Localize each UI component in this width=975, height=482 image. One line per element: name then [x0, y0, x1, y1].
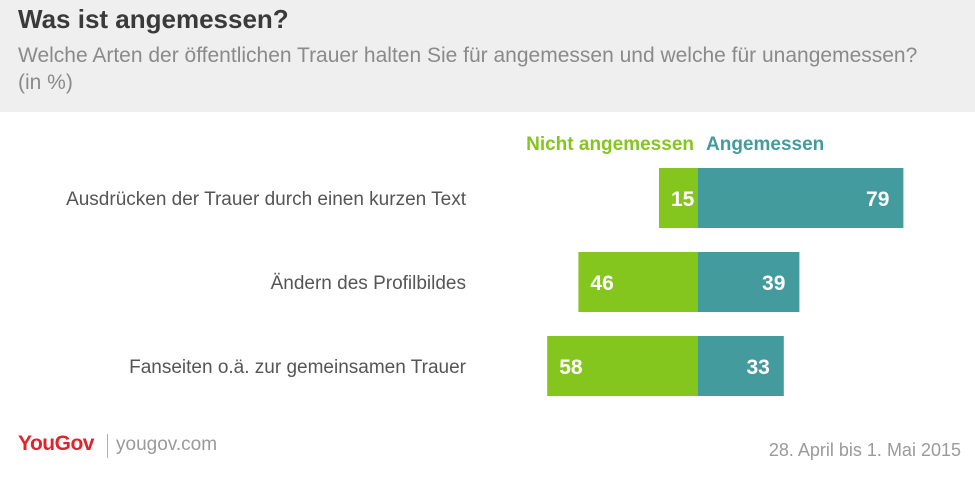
- footer-site-link[interactable]: yougov.com: [116, 434, 218, 455]
- bar-angemessen: [698, 168, 904, 228]
- legend-item-nicht-angemessen: Nicht angemessen: [526, 134, 694, 155]
- value-label-nicht-angemessen: 46: [590, 272, 613, 295]
- category-label: Fanseiten o.ä. zur gemeinsamen Trauer: [129, 357, 467, 378]
- legend: Nicht angemessen Angemessen: [526, 134, 824, 155]
- value-label-angemessen: 39: [762, 272, 785, 295]
- bar-nicht-angemessen: [578, 252, 698, 312]
- category-label: Ändern des Profilbildes: [271, 273, 466, 294]
- value-label-angemessen: 79: [866, 188, 889, 211]
- chart-rows: Ausdrücken der Trauer durch einen kurzen…: [66, 168, 904, 396]
- chart-title: Was ist angemessen?: [18, 4, 289, 34]
- bar-angemessen: [698, 252, 800, 312]
- chart-subtitle: Welche Arten der öffentlichen Trauer hal…: [18, 44, 918, 94]
- bar-nicht-angemessen: [547, 336, 698, 396]
- header: Was ist angemessen? Welche Arten der öff…: [0, 0, 975, 112]
- chart-row: Ändern des Profilbildes 46 39: [271, 252, 800, 312]
- value-label-nicht-angemessen: 15: [671, 188, 695, 211]
- yougov-logo: YouGov: [18, 432, 94, 455]
- value-label-angemessen: 33: [746, 356, 769, 379]
- chart-row: Ausdrücken der Trauer durch einen kurzen…: [66, 168, 904, 228]
- legend-item-angemessen: Angemessen: [706, 134, 824, 155]
- bar-nicht-angemessen: [659, 168, 698, 228]
- bar-angemessen: [698, 336, 784, 396]
- bar-chart: Nicht angemessen Angemessen Ausdrücken de…: [66, 134, 904, 396]
- value-label-nicht-angemessen: 58: [559, 356, 583, 379]
- footer-divider: [107, 434, 108, 458]
- category-label: Ausdrücken der Trauer durch einen kurzen…: [66, 189, 467, 210]
- chart-row: Fanseiten o.ä. zur gemeinsamen Trauer 58 3…: [129, 336, 784, 396]
- survey-date: 28. April bis 1. Mai 2015: [768, 440, 961, 460]
